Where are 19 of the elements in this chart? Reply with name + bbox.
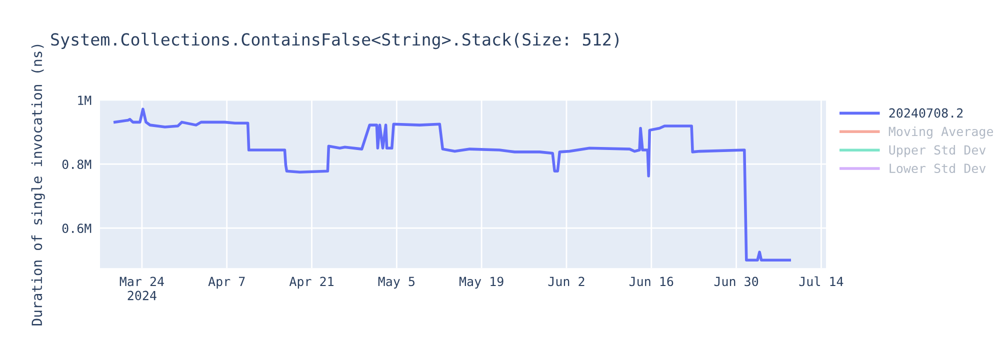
legend-label: Upper Std Dev xyxy=(889,144,986,158)
x-tick-label: Apr 7 xyxy=(208,276,245,289)
line-series xyxy=(114,108,791,262)
x-tick-label: Mar 24 2024 xyxy=(120,276,164,300)
y-tick-label: 1M xyxy=(78,96,92,105)
y-tick-label: 0.6M xyxy=(62,224,92,234)
x-tick-label: May 19 xyxy=(460,276,504,289)
y-axis-title: Duration of single invocation (ns) xyxy=(31,44,45,326)
x-tick-label: May 5 xyxy=(378,276,414,289)
legend-label: 20240708.2 xyxy=(889,108,963,118)
legend-label: Lower Std Dev xyxy=(890,163,986,174)
x-tick-label: Jun 30 xyxy=(714,276,758,286)
x-tick-label: Jun 2 xyxy=(548,276,584,286)
x-tick-label: Jun 16 xyxy=(629,276,674,286)
legend-label: Moving Average xyxy=(888,126,993,139)
y-tick-label: 0.8M xyxy=(62,160,92,170)
x-tick-label: Apr 21 xyxy=(289,276,334,289)
x-tick-label: Jul 14 xyxy=(799,276,844,286)
chart-title: System.Collections.ContainsFalse<String>.Stack(Size: 512) xyxy=(51,32,618,50)
